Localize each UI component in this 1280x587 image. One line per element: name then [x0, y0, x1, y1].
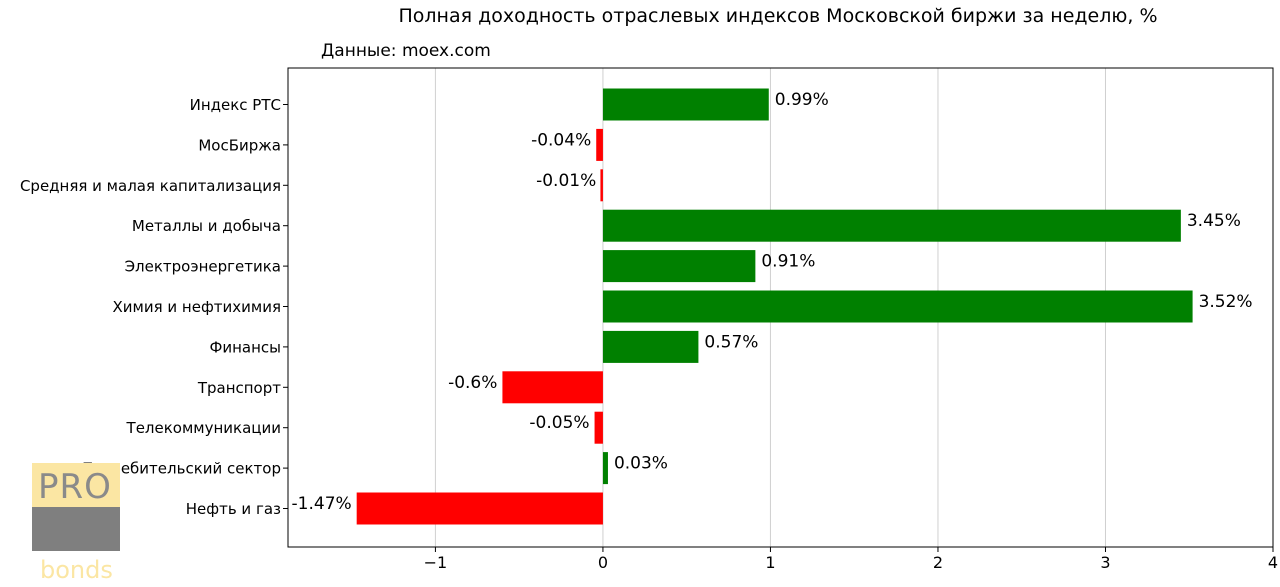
x-tick-label: −1	[424, 553, 448, 572]
x-tick-label: 2	[933, 553, 943, 572]
value-label: 3.52%	[1199, 292, 1253, 312]
y-tick-label: МосБиржа	[198, 136, 281, 154]
x-tick-label: 0	[598, 553, 608, 572]
x-tick-label: 3	[1100, 553, 1110, 572]
y-tick-label: Финансы	[209, 338, 281, 356]
value-label: 0.57%	[704, 332, 758, 352]
chart-subtitle: Данные: moex.com	[321, 41, 491, 61]
value-label: -0.6%	[448, 373, 497, 393]
value-label: -1.47%	[292, 494, 352, 514]
y-tick-label: Средняя и малая капитализация	[20, 177, 281, 195]
value-label: -0.04%	[531, 130, 591, 150]
bar	[502, 371, 603, 404]
logo-top-panel: PRO	[32, 463, 120, 507]
logo-bottom-panel: bonds	[32, 507, 120, 584]
value-labels: 0.99% -0.04% -0.01% 3.45% 0.91% 3.52% 0.57% -0.…	[292, 90, 1253, 514]
chart-title: Полная доходность отраслевых индексов Мо…	[398, 5, 1157, 27]
y-tick-label: Потребительский сектор	[82, 460, 281, 478]
bar	[356, 492, 603, 525]
y-tick-label: Химия и нефтихимия	[113, 298, 281, 316]
x-tick-label: 4	[1268, 553, 1278, 572]
logo-bonds-text: bonds	[40, 556, 113, 584]
bar	[596, 128, 603, 161]
y-tick-label: Телекоммуникации	[126, 419, 281, 437]
bar	[600, 169, 603, 202]
value-label: -0.05%	[529, 413, 589, 433]
y-tick-label: Нефть и газ	[186, 500, 281, 518]
value-label: -0.01%	[536, 171, 596, 191]
probonds-logo: PRO bonds	[32, 463, 120, 584]
bar	[602, 209, 1181, 242]
bar	[602, 452, 608, 485]
bar	[594, 411, 603, 444]
plot-frame	[287, 67, 1274, 548]
bar	[602, 330, 699, 363]
bar	[602, 290, 1193, 323]
chart: Полная доходность отраслевых индексов Мо…	[20, 5, 1278, 572]
value-label: 0.91%	[761, 252, 815, 272]
y-tick-label: Металлы и добыча	[132, 217, 281, 235]
bars-group	[356, 88, 1193, 525]
y-tick-label: Индекс РТС	[190, 96, 281, 114]
bar	[602, 88, 769, 121]
bar	[602, 250, 756, 283]
value-label: 3.45%	[1187, 211, 1241, 231]
y-axis-labels: Индекс РТС МосБиржа Средняя и малая капита…	[20, 96, 288, 518]
x-axis-ticks: −1 0 1 2 3 4	[424, 547, 1278, 572]
y-tick-label: Транспорт	[197, 379, 281, 397]
value-label: 0.99%	[775, 90, 829, 110]
x-tick-label: 1	[765, 553, 775, 572]
logo-pro-text: PRO	[38, 467, 112, 507]
value-label: 0.03%	[614, 454, 668, 474]
y-tick-label: Электроэнергетика	[125, 258, 281, 276]
